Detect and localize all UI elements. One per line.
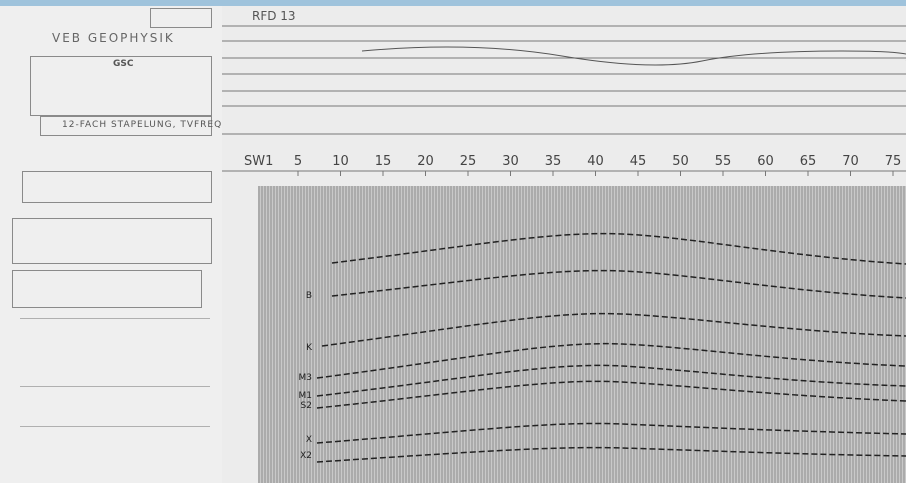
station-label: 50 xyxy=(672,154,689,169)
horizon-label: B xyxy=(306,291,312,301)
station-label: 70 xyxy=(842,154,859,169)
code: GSC xyxy=(113,59,133,69)
station-label: 5 xyxy=(294,154,302,169)
station-label: 40 xyxy=(587,154,604,169)
station-label: 20 xyxy=(417,154,434,169)
table xyxy=(12,270,202,308)
rule xyxy=(20,386,210,387)
horizon-label: S2 xyxy=(301,401,312,411)
table xyxy=(12,218,212,264)
company: VEB GEOPHYSIK xyxy=(52,31,175,45)
station-label: 10 xyxy=(332,154,349,169)
station-label: 25 xyxy=(460,154,477,169)
page: {"title_block": {"company": "VEB GEOPHYS… xyxy=(0,0,906,483)
traces xyxy=(258,186,906,483)
station-label: 35 xyxy=(545,154,562,169)
station-label: 65 xyxy=(800,154,817,169)
station-label: 15 xyxy=(375,154,392,169)
table xyxy=(22,171,212,203)
station-label: 75 xyxy=(885,154,902,169)
start-label: SW1 xyxy=(244,154,273,169)
processing: 12-FACH STAPELUNG, TVFREQ xyxy=(62,120,222,130)
seismic-section: RFD 13 SW1 5 10 15 20 25 30 35 40 45 50 55 60 65 70 75… xyxy=(222,6,906,483)
line-name: RFD 13 xyxy=(252,9,296,23)
rule xyxy=(20,318,210,319)
horizon-label: M1 xyxy=(299,391,313,401)
horizon-label: X2 xyxy=(300,451,312,461)
rule xyxy=(20,426,210,427)
title-block: VEB GEOPHYSIK GSC 12-FACH STAPELUNG, TVF… xyxy=(0,6,223,483)
horizon-label: M3 xyxy=(299,373,313,383)
station-label: 55 xyxy=(715,154,732,169)
stamp xyxy=(150,8,212,28)
station-label: 30 xyxy=(502,154,519,169)
station-label: 60 xyxy=(757,154,774,169)
station-label: 45 xyxy=(630,154,647,169)
horizon-label: X xyxy=(306,435,312,445)
